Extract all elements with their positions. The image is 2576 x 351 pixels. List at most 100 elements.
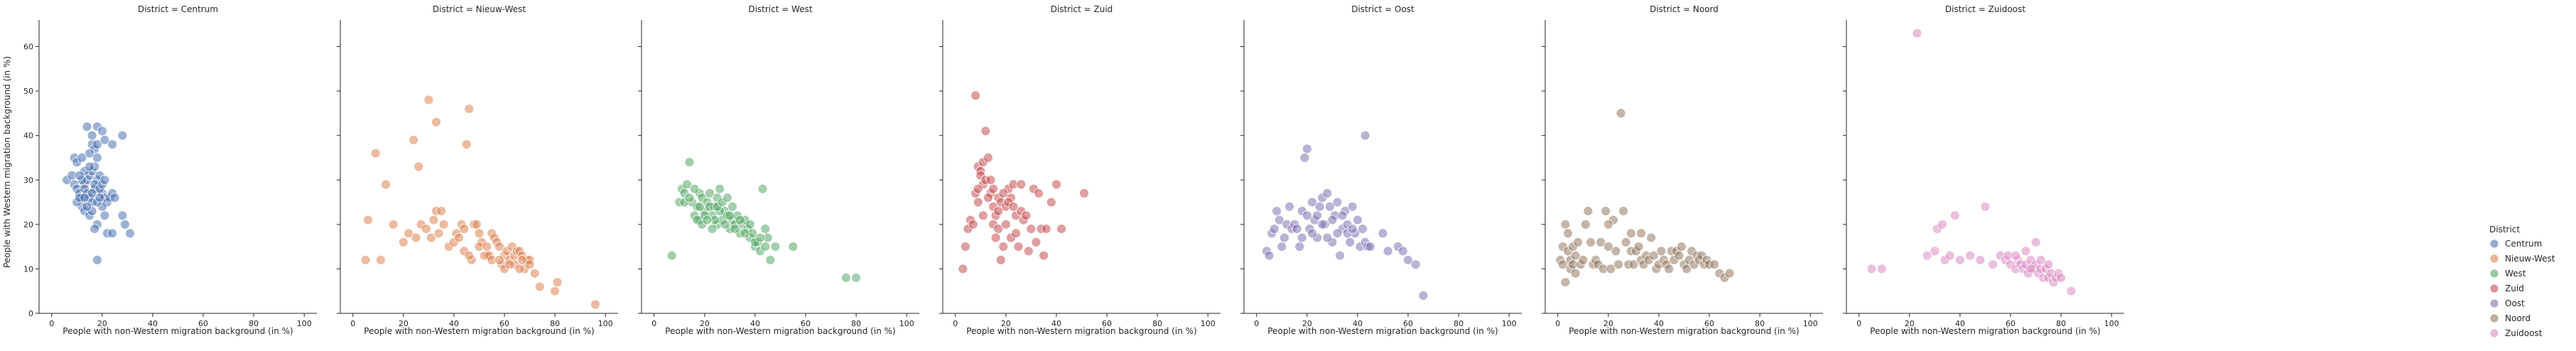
data-point bbox=[1302, 210, 1312, 221]
data-point bbox=[757, 183, 768, 194]
data-point bbox=[399, 237, 408, 247]
data-point bbox=[1988, 259, 1998, 270]
x-tick-label: 100 bbox=[1803, 319, 1818, 328]
legend-marker bbox=[2489, 254, 2499, 264]
data-point bbox=[75, 171, 85, 180]
data-point bbox=[504, 259, 515, 270]
data-point bbox=[1603, 242, 1613, 252]
data-point bbox=[99, 210, 110, 221]
x-tick-label: 20 bbox=[700, 319, 710, 328]
data-point bbox=[1274, 215, 1284, 225]
y-tick-label: 60 bbox=[23, 43, 33, 52]
data-point bbox=[1358, 224, 1368, 234]
data-point bbox=[705, 188, 715, 198]
data-point bbox=[590, 299, 600, 310]
x-tick-label: 60 bbox=[1403, 319, 1413, 328]
data-point bbox=[1302, 144, 1312, 154]
data-point bbox=[82, 201, 92, 212]
data-point bbox=[990, 232, 1001, 243]
data-point bbox=[993, 224, 1004, 234]
data-point bbox=[1284, 201, 1294, 212]
data-point bbox=[85, 161, 94, 172]
data-point bbox=[1648, 250, 1659, 261]
x-axis-label: People with non-Western migration backgr… bbox=[364, 326, 594, 336]
x-axis-label: People with non-Western migration backgr… bbox=[665, 326, 895, 336]
data-point bbox=[1633, 242, 1644, 252]
x-tick-label: 20 bbox=[1302, 319, 1312, 328]
data-points bbox=[958, 90, 1089, 274]
data-point bbox=[1937, 219, 1948, 230]
data-point bbox=[702, 215, 713, 225]
data-points bbox=[1262, 130, 1429, 301]
data-points bbox=[62, 122, 135, 265]
data-point bbox=[851, 272, 861, 283]
data-point bbox=[1625, 228, 1636, 239]
data-point bbox=[1601, 206, 1611, 217]
x-tick-label: 100 bbox=[598, 319, 613, 328]
data-point bbox=[1378, 228, 1388, 239]
legend-marker bbox=[2489, 313, 2499, 323]
facet-panels: District = Centrum 0 10 20 30 40 50 60 0 20 40 60 80… bbox=[23, 4, 2124, 336]
x-tick-label: 80 bbox=[249, 319, 259, 328]
data-point bbox=[1353, 215, 1363, 225]
data-point bbox=[109, 193, 120, 203]
data-point bbox=[730, 224, 740, 234]
data-point bbox=[707, 224, 718, 234]
x-tick-label: 0 bbox=[1254, 319, 1259, 328]
data-point bbox=[82, 122, 92, 132]
data-point bbox=[119, 219, 130, 230]
data-point bbox=[1618, 206, 1629, 217]
data-point bbox=[1955, 254, 1965, 265]
y-tick-label: 30 bbox=[23, 176, 33, 185]
data-point bbox=[459, 224, 470, 234]
data-point bbox=[1580, 219, 1591, 230]
data-point bbox=[1041, 224, 1051, 234]
x-tick-label: 100 bbox=[1201, 319, 1216, 328]
x-tick-label: 100 bbox=[899, 319, 914, 328]
data-point bbox=[404, 228, 413, 239]
data-point bbox=[433, 228, 444, 239]
data-point bbox=[92, 139, 102, 150]
data-point bbox=[1307, 228, 1317, 239]
data-point bbox=[1930, 246, 1940, 256]
x-tick-label: 60 bbox=[801, 319, 811, 328]
legend-entry-label: Centrum bbox=[2505, 239, 2542, 249]
data-point bbox=[117, 210, 128, 221]
x-tick-label: 100 bbox=[2104, 319, 2119, 328]
data-point bbox=[689, 183, 700, 194]
data-point bbox=[423, 94, 434, 105]
data-point bbox=[77, 153, 87, 163]
data-point bbox=[363, 215, 373, 225]
data-point bbox=[1079, 188, 1089, 198]
data-point bbox=[998, 242, 1009, 252]
data-point bbox=[1573, 237, 1584, 247]
x-tick-label: 0 bbox=[953, 319, 958, 328]
data-point bbox=[1709, 259, 1720, 270]
data-point bbox=[684, 193, 695, 203]
data-point bbox=[1317, 219, 1328, 230]
x-tick-label: 80 bbox=[2056, 319, 2066, 328]
data-point bbox=[408, 135, 418, 145]
data-point bbox=[117, 130, 128, 141]
facet-title: District = Nieuw-West bbox=[433, 4, 526, 14]
data-point bbox=[1335, 250, 1345, 261]
data-point bbox=[411, 232, 421, 243]
data-point bbox=[1365, 242, 1375, 252]
data-point bbox=[1606, 264, 1616, 274]
data-point bbox=[80, 193, 90, 203]
data-point bbox=[1570, 268, 1581, 279]
data-point bbox=[1269, 224, 1279, 234]
data-point bbox=[1277, 242, 1287, 252]
data-point bbox=[1418, 291, 1429, 301]
legend-entry-label: Nieuw-West bbox=[2505, 254, 2555, 264]
legend-marker bbox=[2489, 328, 2499, 338]
data-point bbox=[2020, 246, 2031, 256]
x-tick-label: 20 bbox=[1001, 319, 1011, 328]
x-tick-label: 60 bbox=[2006, 319, 2015, 328]
legend-entry-label: Zuidoost bbox=[2505, 328, 2543, 338]
data-point bbox=[1980, 201, 1991, 212]
data-point bbox=[1611, 246, 1621, 256]
data-point bbox=[760, 224, 771, 234]
data-point bbox=[1949, 210, 1960, 221]
